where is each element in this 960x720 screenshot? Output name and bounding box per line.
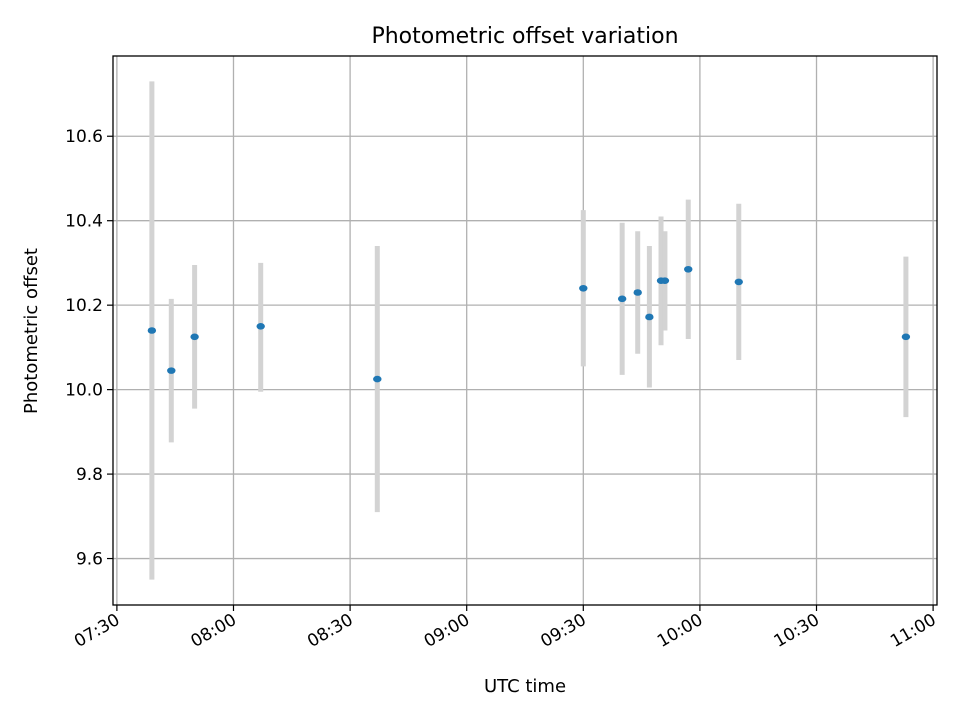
x-tick-label: 08:00 xyxy=(188,610,240,652)
data-point xyxy=(147,327,157,334)
x-tick-label: 09:00 xyxy=(421,610,473,652)
grid-lines xyxy=(113,56,937,605)
y-tick-label: 9.8 xyxy=(76,465,103,485)
x-tick-label: 08:30 xyxy=(304,610,356,652)
data-point xyxy=(660,277,670,284)
plot-frame xyxy=(112,55,938,606)
data-points xyxy=(147,265,911,383)
y-tick-label: 10.2 xyxy=(65,296,103,316)
data-point xyxy=(734,278,743,286)
data-point xyxy=(373,375,382,383)
data-point xyxy=(645,313,654,321)
y-tick-label: 9.6 xyxy=(76,550,103,570)
x-tick-label: 10:00 xyxy=(654,610,706,652)
data-point xyxy=(167,367,176,374)
x-axis-ticks: 07:30 08:00 08:30 09:00 09:30 10:00 10:30 11:00 xyxy=(71,605,940,652)
data-point xyxy=(579,284,588,292)
data-point xyxy=(190,333,199,341)
y-axis-ticks: 9.6 9.8 10.0 10.2 10.4 10.6 xyxy=(65,127,113,570)
y-tick-label: 10.4 xyxy=(65,212,103,232)
y-axis-label: Photometric offset xyxy=(21,248,42,414)
chart-title: Photometric offset variation xyxy=(371,24,678,49)
data-point xyxy=(633,289,642,296)
x-tick-label: 10:30 xyxy=(771,610,823,652)
x-tick-label: 07:30 xyxy=(71,610,123,652)
error-bars xyxy=(149,81,909,580)
data-point xyxy=(901,333,911,341)
x-tick-label: 11:00 xyxy=(887,610,939,652)
data-point xyxy=(256,322,265,330)
y-tick-label: 10.0 xyxy=(65,381,103,401)
data-point xyxy=(684,265,693,273)
data-point xyxy=(617,295,627,303)
y-tick-label: 10.6 xyxy=(65,127,103,147)
x-axis-label: UTC time xyxy=(484,676,566,697)
x-tick-label: 09:30 xyxy=(537,610,589,652)
